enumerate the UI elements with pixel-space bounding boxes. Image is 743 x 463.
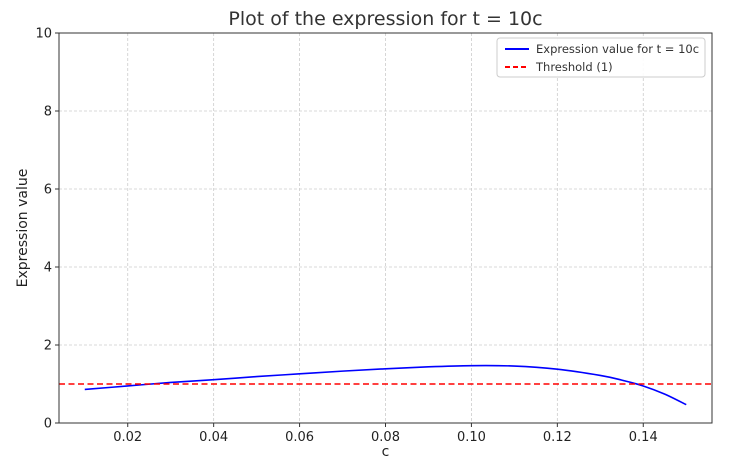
legend: Expression value for t = 10c Threshold (… [496,37,706,78]
y-tick-label: 10 [35,27,52,42]
chart-title: Plot of the expression for t = 10c [228,8,542,30]
y-tick-label: 6 [44,183,52,198]
y-tick-label: 2 [44,339,52,354]
x-tick-label: 0.12 [543,430,572,445]
y-tick-label: 0 [44,417,52,432]
x-tick-label: 0.14 [629,430,658,445]
y-axis-title: Expression value [15,169,31,288]
x-tick-label: 0.10 [457,430,486,445]
x-axis-title: c [382,444,390,460]
y-axis-ticks: 0 2 4 6 8 10 [35,27,59,432]
x-tick-label: 0.08 [371,430,400,445]
series-line-expression [84,364,687,406]
y-tick-label: 8 [44,105,52,120]
legend-label-expression: Expression value for t = 10c [536,42,699,56]
y-tick-label: 4 [44,261,52,276]
legend-box [496,37,706,78]
x-tick-label: 0.06 [285,430,314,445]
legend-label-threshold: Threshold (1) [535,60,613,74]
series-layer [59,364,712,406]
x-axis-ticks: 0.02 0.04 0.06 0.08 0.10 0.12 0.14 [113,423,658,445]
x-tick-label: 0.02 [113,430,142,445]
x-tick-label: 0.04 [199,430,228,445]
